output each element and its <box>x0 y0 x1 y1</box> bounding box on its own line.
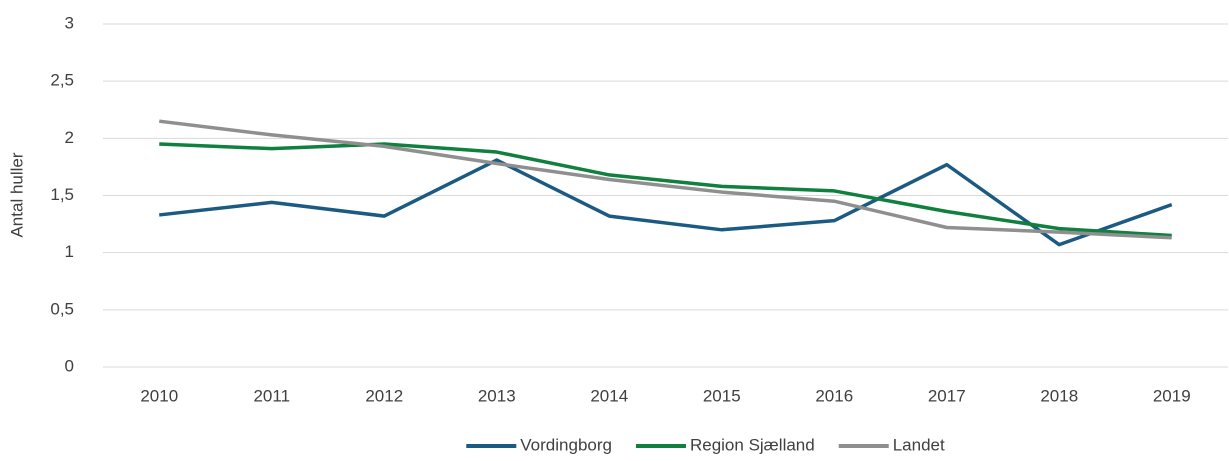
x-tick-label: 2011 <box>253 386 290 405</box>
x-tick-label: 2016 <box>815 386 853 405</box>
y-tick-label: 1 <box>65 242 74 261</box>
x-tick-label: 2012 <box>365 386 403 405</box>
y-tick-label: 2,5 <box>50 71 74 90</box>
y-tick-label: 0 <box>65 356 74 375</box>
x-tick-label: 2014 <box>590 386 628 405</box>
line-series <box>159 158 1173 247</box>
x-tick-label: 2018 <box>1040 386 1078 405</box>
y-tick-label: 1,5 <box>50 185 74 204</box>
line-series <box>159 119 1172 240</box>
x-tick-label: 2015 <box>703 386 741 405</box>
x-tick-label: 2010 <box>140 386 178 405</box>
y-tick-label: 0,5 <box>50 299 74 318</box>
legend-label: Vordingborg <box>520 435 612 454</box>
legend-label: Region Sjælland <box>690 435 815 454</box>
x-tick-label: 2013 <box>478 386 516 405</box>
line-series <box>159 142 1172 238</box>
legend-label: Landet <box>893 435 945 454</box>
x-tick-label: 2019 <box>1153 386 1191 405</box>
y-tick-label: 3 <box>65 13 74 32</box>
y-axis-label: Antal huller <box>7 152 26 237</box>
y-tick-label: 2 <box>65 128 74 147</box>
x-tick-label: 2017 <box>928 386 966 405</box>
